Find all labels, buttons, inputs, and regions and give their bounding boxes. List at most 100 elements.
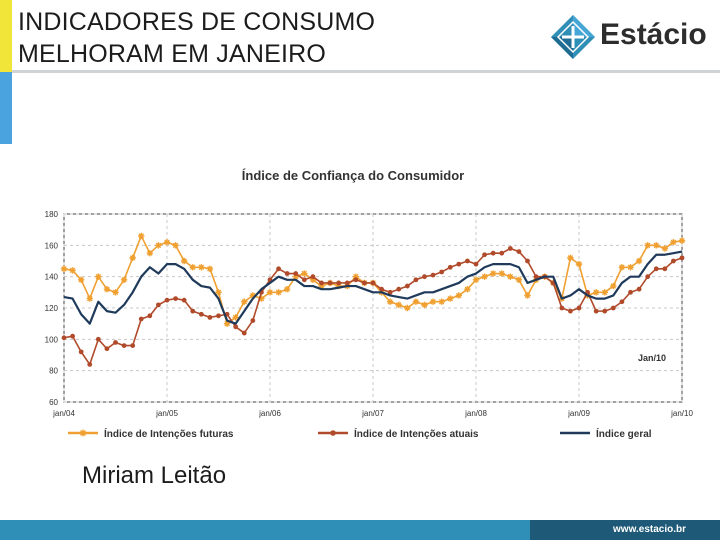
data-point-atuais xyxy=(181,297,187,303)
x-tick-label: jan/04 xyxy=(52,409,75,418)
data-point-futuras xyxy=(635,257,643,265)
data-point-atuais xyxy=(233,324,239,330)
legend-label-atuais: Índice de Intenções atuais xyxy=(354,427,479,440)
grid-layer: 60 80 100 120 140 160 180 jan/04 jan/05 jan/06 jan… xyxy=(45,210,694,418)
data-point-futuras xyxy=(69,267,76,274)
y-tick-label: 60 xyxy=(49,398,58,407)
slide-title: INDICADORES DE CONSUMO MELHORAM EM JANEI… xyxy=(18,6,375,70)
data-point-atuais xyxy=(293,271,299,276)
data-point-atuais xyxy=(104,346,110,352)
x-tick-label: jan/07 xyxy=(361,409,384,418)
data-point-futuras xyxy=(412,298,420,305)
data-point-atuais xyxy=(276,266,281,272)
slide-title-line1: INDICADORES DE CONSUMO xyxy=(18,8,376,36)
data-point-futuras xyxy=(524,292,531,299)
data-point-atuais xyxy=(344,280,350,286)
data-point-atuais xyxy=(671,258,676,264)
data-point-atuais xyxy=(198,311,204,317)
data-point-atuais xyxy=(130,343,136,348)
slide-title-line2: MELHORAM EM JANEIRO xyxy=(18,40,326,68)
data-point-futuras xyxy=(455,292,463,299)
data-point-atuais xyxy=(533,274,539,280)
data-point-atuais xyxy=(173,296,178,301)
data-point-atuais xyxy=(319,280,324,286)
data-point-futuras xyxy=(421,301,428,309)
data-point-futuras xyxy=(678,237,686,244)
data-point-atuais xyxy=(78,349,84,355)
data-point-atuais xyxy=(113,340,118,345)
data-point-futuras xyxy=(180,257,188,265)
chart-svg: Índice de Confiança do Consumidor 60 80 10… xyxy=(45,168,694,440)
data-point-futuras xyxy=(206,265,214,273)
data-point-atuais xyxy=(636,286,642,292)
data-point-atuais xyxy=(516,249,522,254)
data-point-futuras xyxy=(489,270,497,277)
data-point-atuais xyxy=(121,343,127,348)
data-point-futuras xyxy=(275,289,282,296)
data-point-futuras xyxy=(77,276,85,284)
data-point-atuais xyxy=(61,335,67,341)
data-point-futuras xyxy=(438,298,445,305)
footer-url[interactable]: www.estacio.br xyxy=(530,520,720,540)
data-point-futuras xyxy=(112,289,119,296)
data-point-atuais xyxy=(336,280,342,286)
header-divider xyxy=(12,70,720,73)
data-point-atuais xyxy=(610,305,616,311)
series-geral xyxy=(63,250,683,325)
data-point-atuais xyxy=(465,258,470,264)
legend-marker-futuras xyxy=(79,429,87,437)
data-point-futuras xyxy=(670,238,677,246)
data-point-atuais xyxy=(147,313,153,319)
data-point-atuais xyxy=(284,271,290,276)
data-point-atuais xyxy=(645,274,651,280)
data-point-futuras xyxy=(627,264,634,271)
legend-item-futuras: Índice de Intenções futuras xyxy=(68,427,234,440)
x-tick-label: jan/06 xyxy=(258,409,281,418)
data-point-atuais xyxy=(525,258,530,264)
data-point-futuras xyxy=(472,276,480,283)
data-point-futuras xyxy=(653,242,660,249)
data-point-atuais xyxy=(362,280,367,286)
legend-marker-atuais xyxy=(330,430,336,436)
data-point-futuras xyxy=(301,270,308,277)
data-point-futuras xyxy=(129,254,136,262)
data-point-atuais xyxy=(653,266,659,272)
data-point-futuras xyxy=(575,260,583,268)
legend-item-geral: Índice geral xyxy=(560,427,652,440)
data-point-atuais xyxy=(327,280,333,286)
data-point-atuais xyxy=(164,297,170,303)
data-point-atuais xyxy=(70,333,75,339)
data-point-atuais xyxy=(310,274,316,280)
y-tick-label: 160 xyxy=(45,241,59,250)
data-point-atuais xyxy=(250,318,256,323)
series-layer xyxy=(60,232,686,367)
data-point-futuras xyxy=(498,270,505,277)
data-point-atuais xyxy=(138,316,144,322)
x-tick-label: jan/09 xyxy=(567,409,590,418)
data-point-futuras xyxy=(404,304,411,312)
jan10-annotation: Jan/10 xyxy=(638,353,666,363)
data-point-atuais xyxy=(473,261,479,267)
data-point-futuras xyxy=(507,273,514,280)
data-point-futuras xyxy=(661,245,669,252)
series-line-geral xyxy=(63,250,683,325)
data-point-futuras xyxy=(464,285,471,293)
estacio-logo-text: Estácio xyxy=(600,18,707,51)
legend-label-geral: Índice geral xyxy=(596,427,652,440)
legend-item-atuais: Índice de Intenções atuais xyxy=(318,427,479,440)
data-point-atuais xyxy=(628,289,633,295)
data-point-futuras xyxy=(86,295,93,302)
data-point-atuais xyxy=(447,264,453,270)
accent-bar-yellow xyxy=(0,0,12,72)
data-point-futuras xyxy=(103,285,111,293)
data-point-atuais xyxy=(370,280,376,286)
data-point-atuais xyxy=(207,315,213,320)
data-point-futuras xyxy=(592,289,600,296)
data-point-atuais xyxy=(568,308,573,314)
data-point-futuras xyxy=(481,273,488,280)
data-point-atuais xyxy=(87,362,93,367)
data-point-atuais xyxy=(413,277,419,283)
series-atuais xyxy=(61,246,685,367)
data-point-atuais xyxy=(422,274,427,280)
legend-label-futuras: Índice de Intenções futuras xyxy=(104,427,234,440)
